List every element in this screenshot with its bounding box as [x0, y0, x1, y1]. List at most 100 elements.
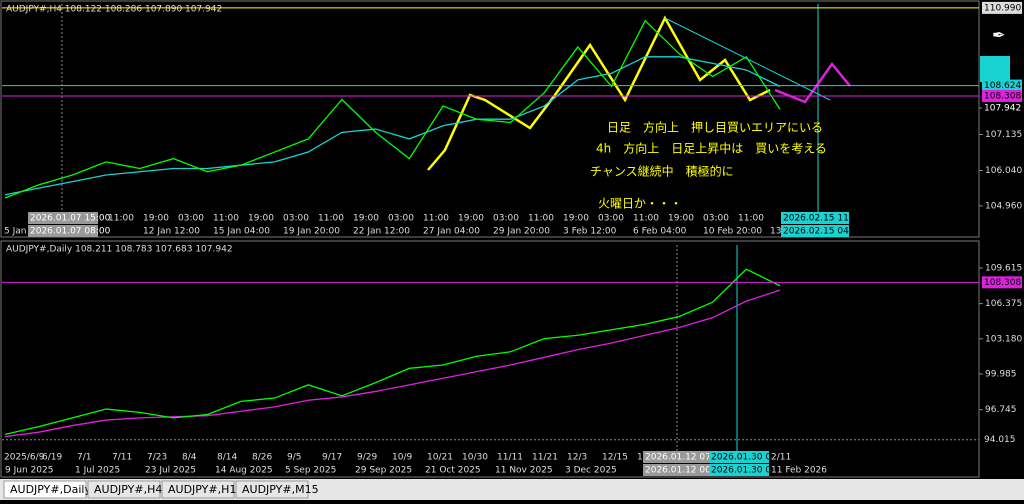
time-label: 19:00: [668, 214, 694, 224]
label-box: [709, 451, 769, 463]
time-label: 10/9: [392, 453, 412, 463]
label-box: [982, 276, 1022, 289]
time-label: 03:00: [283, 214, 309, 224]
box-label: 2026.01.07 08:00: [30, 227, 111, 237]
time-label: 10 Feb 20:00: [703, 227, 762, 237]
box-label: 94.015: [984, 435, 1016, 445]
time-label: 5 Sep 2025: [285, 466, 336, 476]
time-label: 2/11: [771, 453, 791, 463]
box-label: 108.624: [984, 81, 1021, 91]
label-box: [982, 79, 1022, 92]
moving-average: [4, 56, 781, 196]
price-line: [4, 19, 781, 199]
annotation: 4h 方向上 日足上昇中は 買いを考える: [596, 141, 827, 156]
zigzag: [427, 15, 771, 171]
icon: [980, 56, 1010, 82]
top-header: AUDJPY#,H4 108.122 108.286 107.890 107.9…: [6, 5, 222, 15]
label-box: [982, 89, 1022, 102]
price-label: 103.180: [985, 334, 1022, 344]
price-label: 99.985: [985, 369, 1017, 379]
box-label: 2026.01.30 00:00: [711, 466, 792, 476]
tab-label[interactable]: AUDJPY#,M15: [242, 483, 319, 496]
time-label: 10/21: [427, 453, 453, 463]
price-line: [4, 268, 781, 436]
label-box: [982, 1, 1022, 14]
time-label: 9/17: [322, 453, 342, 463]
time-label: 11:00: [108, 214, 134, 224]
time-label: 3 Feb 12:00: [563, 227, 617, 237]
box-label: 2026.02.15 11:00: [783, 214, 864, 224]
label-box: [709, 464, 769, 476]
time-label: 03:00: [178, 214, 204, 224]
time-label: 19 Jan 20:00: [283, 227, 340, 237]
time-label: 7/23: [147, 453, 167, 463]
box-label: 110.990: [984, 3, 1021, 13]
label-box: [643, 464, 711, 476]
time-label: 12/15: [602, 453, 628, 463]
time-label: 23 Jul 2025: [145, 466, 196, 476]
time-label: 27 Jan 04:00: [423, 227, 480, 237]
tab[interactable]: [87, 480, 161, 499]
time-label: 11/21: [532, 453, 558, 463]
tab-label[interactable]: AUDJPY#,Daily: [10, 483, 91, 496]
box-label: 2026.01.12 07:00: [645, 453, 726, 463]
time-label: 19:00: [353, 214, 379, 224]
time-label: 11:00: [423, 214, 449, 224]
time-label: 9/29: [357, 453, 377, 463]
price-label: 104.960: [985, 201, 1022, 211]
time-label: 7/11: [112, 453, 132, 463]
tab[interactable]: [235, 480, 309, 499]
icon: ✒: [992, 26, 1005, 45]
time-label: 29 Sep 2025: [355, 466, 412, 476]
box-label: 107.942: [984, 103, 1021, 113]
bottom-frame: [0, 240, 980, 478]
time-label: 8/26: [252, 453, 272, 463]
time-label: 11:00: [213, 214, 239, 224]
time-label: 03:00: [493, 214, 519, 224]
annotation: 火曜日か・・・: [598, 197, 682, 211]
time-label: 9/5: [287, 453, 301, 463]
annotation: チャンス継続中 積極的に: [590, 164, 734, 179]
box-label: 2026.01.12 00:00: [645, 466, 726, 476]
time-label: 12/3: [567, 453, 587, 463]
time-label: 13: [770, 227, 781, 237]
time-label: 11:00: [318, 214, 344, 224]
tab-label[interactable]: AUDJPY#,H1: [168, 483, 236, 496]
time-label: 6 Feb 04:00: [633, 227, 687, 237]
time-label: 03:00: [598, 214, 624, 224]
box-label: 2026.01.07 15:00: [30, 214, 111, 224]
time-label: 19:00: [143, 214, 169, 224]
price-label: 107.135: [985, 130, 1022, 140]
tab-label[interactable]: AUDJPY#,H4: [94, 483, 162, 496]
time-label: 12 Jan 12:00: [143, 227, 200, 237]
label-box: [643, 451, 711, 463]
time-label: 29 Jan 20:00: [493, 227, 550, 237]
time-label: 19:00: [563, 214, 589, 224]
label-box: [982, 433, 1022, 446]
label-box: [982, 101, 1022, 114]
label-box: [28, 225, 98, 237]
time-label: 11:00: [633, 214, 659, 224]
label-box: [781, 212, 849, 224]
price-label: 109.615: [985, 263, 1022, 273]
price-label: 106.375: [985, 299, 1022, 309]
price-label: 106.040: [985, 166, 1022, 176]
tab[interactable]: [3, 480, 87, 499]
time-label: 11:00: [738, 214, 764, 224]
time-label: 10/30: [462, 453, 488, 463]
bottom-header: AUDJPY#,Daily 108.211 108.783 107.683 10…: [6, 245, 233, 255]
box-label: 108.308: [984, 91, 1021, 101]
time-label: 03:00: [388, 214, 414, 224]
time-label: 3 Dec 2025: [565, 466, 617, 476]
box-label: 2026.01.30 07:00: [711, 453, 792, 463]
time-label: 19:00: [248, 214, 274, 224]
label-box: [781, 225, 849, 237]
label-box: [28, 212, 98, 224]
tab[interactable]: [161, 480, 235, 499]
time-label: 11 Nov 2025: [495, 466, 553, 476]
box-label: 108.308: [984, 278, 1021, 288]
time-label: 8/14: [217, 453, 237, 463]
time-label: 6/19: [42, 453, 62, 463]
time-label: 8/4: [182, 453, 197, 463]
